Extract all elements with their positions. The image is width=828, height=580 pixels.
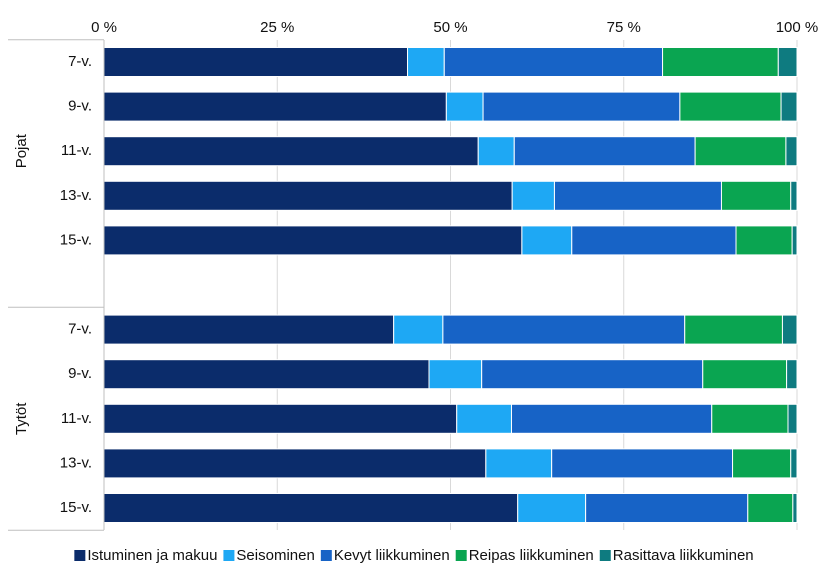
bar-segment bbox=[103, 136, 479, 167]
legend-label: Seisominen bbox=[236, 547, 314, 564]
bar-segment bbox=[679, 91, 782, 122]
category-label: 9-v. bbox=[68, 365, 92, 382]
bar-segment bbox=[732, 448, 792, 479]
bar-segment bbox=[511, 180, 555, 211]
category-label: 7-v. bbox=[68, 321, 92, 338]
legend-swatch bbox=[599, 550, 611, 561]
bar-segment bbox=[777, 47, 798, 77]
x-tick-label: 75 % bbox=[607, 19, 641, 36]
bar-segment bbox=[103, 47, 409, 77]
bar-segment bbox=[585, 493, 749, 523]
bar-segment bbox=[103, 493, 519, 523]
bar-segment bbox=[780, 91, 798, 122]
bar-segment bbox=[553, 180, 722, 211]
bar-segment bbox=[485, 448, 553, 479]
category-label: 13-v. bbox=[60, 454, 92, 471]
bar-segment bbox=[790, 448, 798, 479]
category-label: 15-v. bbox=[60, 499, 92, 516]
bar-segment bbox=[443, 47, 664, 77]
x-tick-label: 100 % bbox=[776, 19, 819, 36]
category-label: 13-v. bbox=[60, 187, 92, 204]
bar-segment bbox=[445, 91, 484, 122]
bar-segment bbox=[684, 314, 783, 345]
bar-segment bbox=[103, 180, 513, 211]
x-tick-label: 0 % bbox=[91, 19, 117, 36]
legend-label: Kevyt liikkuminen bbox=[334, 547, 450, 564]
legend-label: Istuminen ja makuu bbox=[87, 547, 217, 564]
bar-segment bbox=[442, 314, 686, 345]
bar-segment bbox=[694, 136, 787, 167]
bar-segment bbox=[521, 225, 573, 256]
bar-segment bbox=[747, 493, 794, 523]
x-tick-label: 25 % bbox=[260, 19, 294, 36]
legend-swatch bbox=[74, 550, 86, 561]
bar-segment bbox=[551, 448, 734, 479]
bar-segment bbox=[571, 225, 737, 256]
bar-segment bbox=[510, 403, 713, 434]
bar-segment bbox=[792, 493, 798, 523]
bar-segment bbox=[103, 314, 395, 345]
bar-segment bbox=[456, 403, 512, 434]
bar-segment bbox=[702, 359, 788, 390]
bar-segment bbox=[103, 225, 523, 256]
bar-segment bbox=[103, 91, 447, 122]
bar-segment bbox=[428, 359, 483, 390]
legend-swatch bbox=[320, 550, 332, 561]
x-tick-label: 50 % bbox=[433, 19, 467, 36]
legend: Istuminen ja makuu Seisominen Kevyt liikku… bbox=[74, 547, 754, 564]
bar-segment bbox=[103, 448, 487, 479]
category-label: 9-v. bbox=[68, 98, 92, 115]
bar-segment bbox=[482, 91, 681, 122]
category-label: 11-v. bbox=[61, 410, 92, 427]
bar-segment bbox=[513, 136, 696, 167]
bar-segment bbox=[393, 314, 444, 345]
bar-segment bbox=[103, 359, 430, 390]
category-label: 11-v. bbox=[61, 142, 92, 159]
bar-segment bbox=[786, 359, 798, 390]
bar-segment bbox=[781, 314, 798, 345]
category-label: 7-v. bbox=[68, 53, 92, 70]
bar-segment bbox=[735, 225, 793, 256]
bar-segment bbox=[103, 403, 458, 434]
bar-segment bbox=[785, 136, 798, 167]
bar-segment bbox=[711, 403, 789, 434]
legend-swatch bbox=[223, 550, 235, 561]
bar-segment bbox=[481, 359, 704, 390]
bar-segment bbox=[787, 403, 798, 434]
category-label: 15-v. bbox=[60, 231, 92, 248]
bar-segment bbox=[407, 47, 445, 77]
bar-segment bbox=[662, 47, 779, 77]
bar-segment bbox=[790, 180, 798, 211]
legend-label: Reipas liikkuminen bbox=[469, 547, 594, 564]
bar-segment bbox=[477, 136, 515, 167]
bar-segment bbox=[517, 493, 587, 523]
legend-swatch bbox=[455, 550, 467, 561]
bar-segment bbox=[720, 180, 792, 211]
legend-label: Rasittava liikkuminen bbox=[613, 547, 754, 564]
bar-segment bbox=[791, 225, 798, 256]
group-label: Tytöt bbox=[13, 402, 30, 435]
group-label: Pojat bbox=[13, 133, 30, 168]
